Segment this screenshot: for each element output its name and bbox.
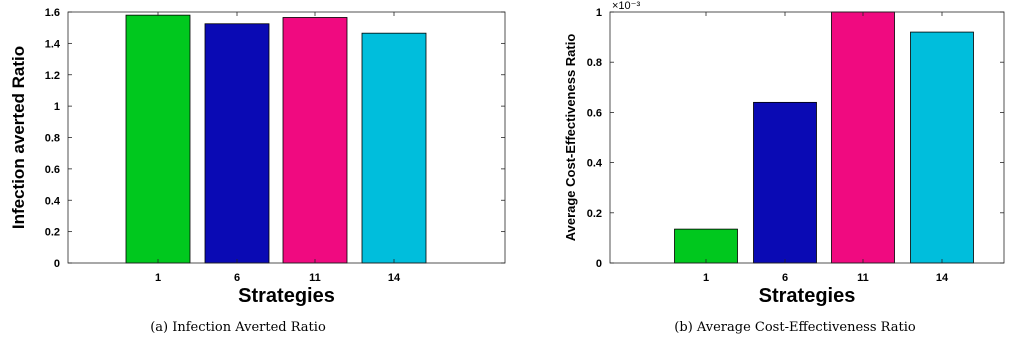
- x-tick-label: 11: [857, 272, 869, 284]
- y-tick-label: 0.2: [45, 227, 60, 239]
- y-tick-label: 1.2: [45, 70, 60, 82]
- y-tick-label: 0.8: [45, 133, 60, 145]
- figure-caption: (a) Infection Averted Ratio: [150, 320, 326, 335]
- y-tick-label: 0.6: [587, 107, 602, 119]
- y-tick-label: 1.4: [45, 38, 61, 50]
- x-tick-label: 14: [388, 272, 401, 284]
- y-tick-label: 1: [54, 101, 60, 113]
- bar-11: [282, 17, 348, 264]
- x-axis-label: Strategies: [238, 285, 335, 307]
- x-tick-label: 11: [309, 272, 321, 284]
- bar-1: [125, 14, 191, 264]
- y-tick-label: 1.6: [45, 7, 60, 19]
- y-axis-label: Infection averted Ratio: [9, 46, 28, 229]
- y-tick-label: 0.4: [45, 195, 61, 207]
- bar-14: [361, 32, 427, 264]
- y-tick-label: 0: [54, 258, 60, 270]
- y-tick-label: 0: [596, 258, 602, 270]
- y-tick-label: 0.8: [587, 57, 602, 69]
- x-axis-label: Strategies: [759, 285, 856, 307]
- x-tick-label: 6: [782, 272, 788, 284]
- y-tick-label: 0.4: [587, 158, 603, 170]
- bar-6: [753, 101, 817, 264]
- axes-box: [609, 11, 1005, 264]
- y-axis-label: Average Cost-Effectiveness Ratio: [563, 34, 578, 242]
- x-tick-label: 6: [234, 272, 240, 284]
- y-tick-label: 0.2: [587, 208, 602, 220]
- figure-caption: (b) Average Cost-Effectiveness Ratio: [674, 320, 916, 335]
- bar-11: [831, 11, 895, 264]
- x-tick-label: 1: [155, 272, 161, 284]
- y-scale-factor: ×10⁻³: [612, 0, 640, 12]
- bar-14: [910, 31, 974, 264]
- bar-1: [674, 228, 738, 264]
- bar-6: [204, 23, 270, 264]
- x-tick-label: 14: [936, 272, 949, 284]
- chart-a: 0 0.2 0.4 0.6 0.8 1 1.2 1.4 1.6 1 6 11 14 Strategies I…: [9, 7, 506, 335]
- x-tick-label: 1: [703, 272, 709, 284]
- y-tick-label: 0.6: [45, 164, 60, 176]
- y-tick-label: 1: [596, 7, 602, 19]
